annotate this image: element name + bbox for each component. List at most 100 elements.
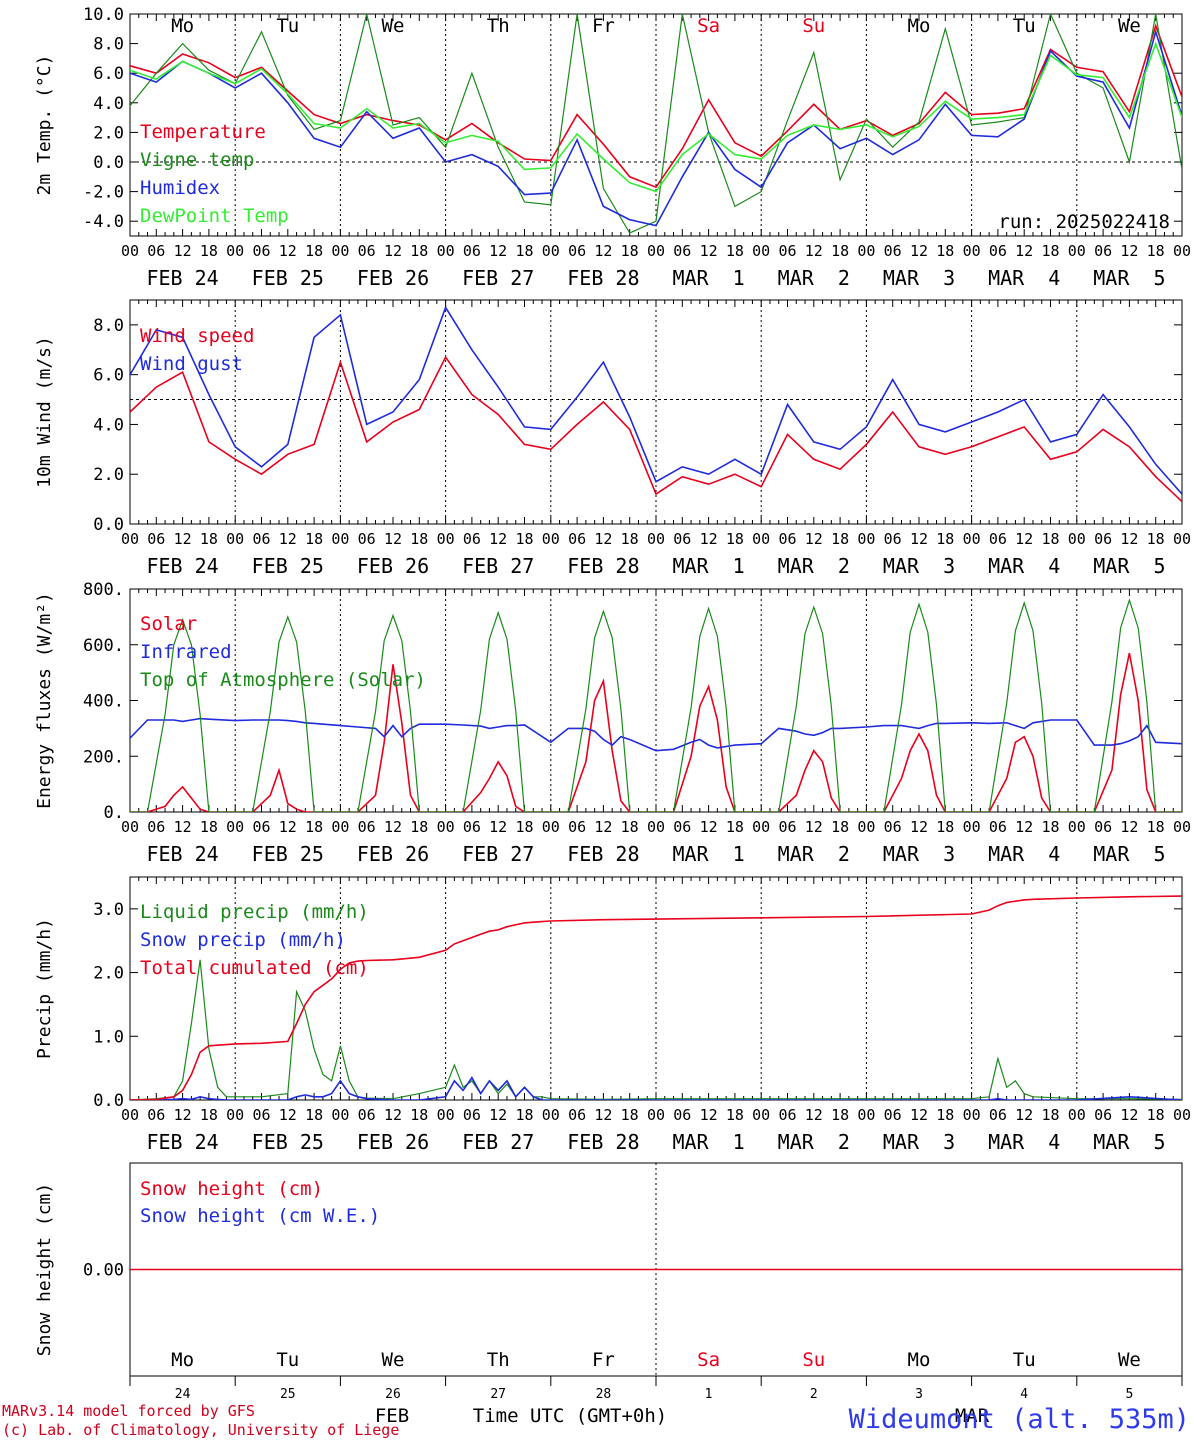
hour-tick-label: 12 <box>805 1106 823 1124</box>
hour-tick-label: 00 <box>963 1106 981 1124</box>
hour-tick-label: 06 <box>778 818 796 836</box>
hour-tick-label: 12 <box>1120 818 1138 836</box>
hour-tick-label: 06 <box>778 530 796 548</box>
y-tick-label: 200. <box>83 747 124 767</box>
hour-tick-label: 06 <box>147 1106 165 1124</box>
date-label: FEB 27 <box>462 554 534 578</box>
hour-tick-label: 18 <box>621 818 639 836</box>
hour-tick-label: 12 <box>384 1106 402 1124</box>
hour-tick-label: 06 <box>884 818 902 836</box>
hour-tick-label: 00 <box>437 1106 455 1124</box>
hour-tick-label: 00 <box>331 1106 349 1124</box>
y-tick-label: 0. <box>104 803 124 823</box>
hour-tick-label: 06 <box>147 818 165 836</box>
hour-tick-label: 18 <box>726 1106 744 1124</box>
hour-tick-label: 00 <box>542 242 560 260</box>
date-label: MAR 4 <box>988 554 1060 578</box>
day-number-label: 3 <box>915 1387 923 1402</box>
hour-tick-label: 06 <box>989 818 1007 836</box>
hour-tick-label: 12 <box>910 242 928 260</box>
series-line-humidex <box>130 28 1182 227</box>
hour-tick-label: 06 <box>252 818 270 836</box>
day-number-label: 1 <box>705 1387 713 1402</box>
hour-tick-label: 06 <box>989 530 1007 548</box>
hour-tick-label: 12 <box>594 530 612 548</box>
hour-tick-label: 06 <box>147 530 165 548</box>
day-name-label: We <box>382 15 405 37</box>
hour-tick-label: 12 <box>174 818 192 836</box>
hour-tick-label: 18 <box>831 242 849 260</box>
day-name-label: Tu <box>276 15 299 37</box>
date-label: FEB 25 <box>252 554 324 578</box>
hour-tick-label: 18 <box>1147 818 1165 836</box>
date-label: MAR 5 <box>1093 554 1165 578</box>
hour-tick-label: 00 <box>331 530 349 548</box>
hour-tick-label: 00 <box>1068 530 1086 548</box>
hour-tick-label: 06 <box>1094 818 1112 836</box>
date-label: MAR 3 <box>883 1130 955 1154</box>
hour-tick-label: 18 <box>726 818 744 836</box>
hour-tick-label: 00 <box>1068 1106 1086 1124</box>
day-name-label: Tu <box>1013 15 1036 37</box>
date-label: MAR 1 <box>672 554 744 578</box>
hour-tick-label: 06 <box>252 530 270 548</box>
hour-tick-label: 00 <box>752 530 770 548</box>
day-name-label: We <box>1118 1349 1141 1371</box>
legend-entry: Vigne temp <box>140 149 254 171</box>
hour-tick-label: 12 <box>174 242 192 260</box>
day-number-label: 27 <box>490 1387 506 1402</box>
hour-tick-label: 00 <box>752 1106 770 1124</box>
panel-4: 3.0 2.0 1.0 0.0 Precip (mm/h) Liquid precip (… <box>34 876 1191 1154</box>
hour-tick-label: 12 <box>489 530 507 548</box>
date-label: FEB 27 <box>462 842 534 866</box>
footer-copyright-text: (c) Lab. of Climatology, University of L… <box>2 1421 399 1439</box>
hour-tick-label: 06 <box>463 818 481 836</box>
hour-tick-label: 06 <box>1094 530 1112 548</box>
day-name-label: Tu <box>1013 1349 1036 1371</box>
hour-tick-label: 18 <box>515 1106 533 1124</box>
hour-tick-label: 00 <box>857 242 875 260</box>
day-name-label: Sa <box>697 15 720 37</box>
day-number-label: 5 <box>1125 1387 1133 1402</box>
hour-tick-label: 06 <box>884 1106 902 1124</box>
legend-entry: Snow height (cm) <box>140 1178 323 1200</box>
date-label: FEB 24 <box>146 554 218 578</box>
legend-entry: Snow height (cm W.E.) <box>140 1205 380 1227</box>
y-tick-label: 6.0 <box>93 64 124 84</box>
hour-tick-label: 18 <box>515 818 533 836</box>
hour-tick-label: 12 <box>489 242 507 260</box>
x-axis-label: Time UTC (GMT+0h) <box>473 1405 667 1427</box>
hour-tick-label: 12 <box>910 818 928 836</box>
date-label: FEB 25 <box>252 266 324 290</box>
hour-tick-label: 06 <box>884 242 902 260</box>
hour-tick-label: 12 <box>279 530 297 548</box>
hour-tick-label: 18 <box>305 818 323 836</box>
hour-tick-label: 00 <box>1173 530 1191 548</box>
hour-tick-label: 18 <box>621 1106 639 1124</box>
hour-tick-label: 00 <box>121 1106 139 1124</box>
hour-tick-label: 12 <box>384 242 402 260</box>
hour-tick-label: 18 <box>621 530 639 548</box>
day-name-label: Mo <box>908 1349 931 1371</box>
run-annotation: run: 2025022418 <box>998 211 1170 233</box>
hour-tick-label: 06 <box>252 1106 270 1124</box>
hour-tick-label: 18 <box>936 818 954 836</box>
day-number-label: 26 <box>385 1387 401 1402</box>
panel-2: 8.0 6.0 4.0 2.0 0.0 10m Wind (m/s) Wind speed W… <box>34 299 1191 578</box>
hour-tick-label: 12 <box>489 1106 507 1124</box>
series-line-solar <box>130 652 1182 812</box>
date-label: MAR 4 <box>988 842 1060 866</box>
hour-tick-label: 00 <box>857 530 875 548</box>
day-number-label: 25 <box>280 1387 296 1402</box>
hour-tick-label: 06 <box>568 242 586 260</box>
hour-tick-label: 12 <box>489 818 507 836</box>
date-label: FEB 24 <box>146 266 218 290</box>
day-name-label: Su <box>802 1349 825 1371</box>
hour-tick-label: 00 <box>121 530 139 548</box>
hour-tick-label: 06 <box>358 242 376 260</box>
legend-entry: Wind gust <box>140 353 243 375</box>
date-label: FEB 26 <box>357 554 429 578</box>
hour-tick-label: 06 <box>252 242 270 260</box>
date-label: MAR 5 <box>1093 842 1165 866</box>
y-tick-label: 0.0 <box>93 515 124 535</box>
